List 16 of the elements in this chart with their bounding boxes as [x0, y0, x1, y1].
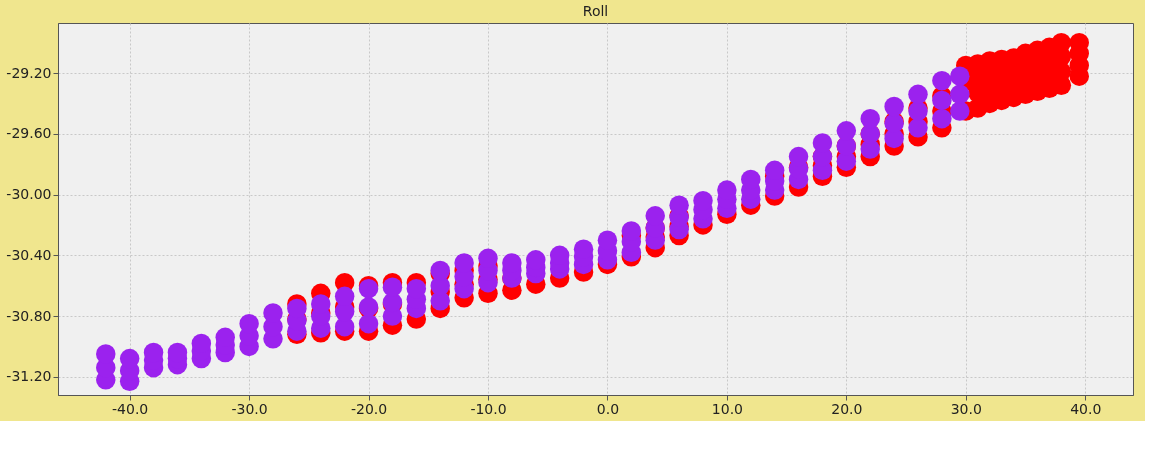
x-tick-label: -30.0	[231, 400, 268, 417]
y-tick-label: -30.00	[6, 186, 52, 203]
y-tick-label: -31.20	[6, 368, 52, 385]
x-tick-label: 20.0	[831, 400, 863, 417]
x-tick-label: -40.0	[112, 400, 149, 417]
y-tick-label: -29.20	[6, 64, 52, 81]
x-tick-label: -20.0	[350, 400, 388, 417]
x-tick-label: 40.0	[1070, 400, 1102, 417]
y-tick-label: -29.60	[6, 125, 52, 142]
y-tick-label: -30.80	[6, 307, 52, 324]
x-tick-label: -10.0	[470, 400, 507, 417]
x-tick-label: 30.0	[950, 400, 982, 417]
chart-title: Roll	[582, 3, 609, 19]
y-tick-label: -30.40	[6, 246, 52, 263]
x-tick-label: 0.0	[596, 400, 620, 417]
x-tick-label: 10.0	[711, 400, 743, 417]
